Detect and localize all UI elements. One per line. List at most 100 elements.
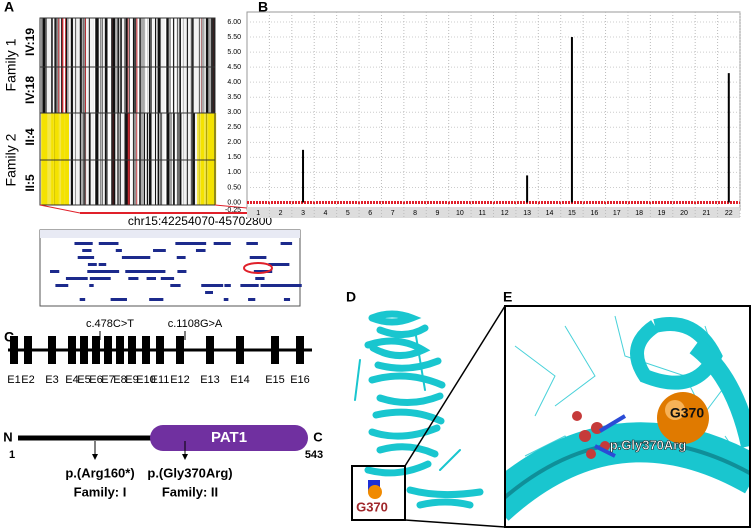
exon-label: E9 <box>125 374 138 386</box>
stripe <box>155 113 157 205</box>
stripe <box>177 18 180 113</box>
stripe <box>97 18 99 113</box>
bar <box>727 73 730 203</box>
exon-label: E6 <box>89 374 102 386</box>
genome-browser <box>39 229 302 307</box>
stripe <box>176 18 179 113</box>
y-tick-label: 0.50 <box>227 184 241 191</box>
stripe <box>166 18 168 113</box>
family-label: Family 2 <box>3 133 19 186</box>
gene-box <box>102 270 120 273</box>
exon <box>206 336 214 364</box>
stripe <box>106 18 109 113</box>
x-tick-label: 14 <box>546 210 554 217</box>
residue-sphere <box>368 485 382 499</box>
x-tick-label: 22 <box>725 210 733 217</box>
exon <box>104 336 112 364</box>
stripe <box>190 18 193 113</box>
exon <box>296 336 304 364</box>
stripe <box>94 113 96 205</box>
stripe <box>106 113 108 205</box>
stripe <box>156 18 157 113</box>
stripe <box>120 113 122 205</box>
protein-variant: p.(Arg160*) <box>65 465 134 480</box>
stripe <box>145 18 148 113</box>
stripe <box>167 18 169 113</box>
stripe <box>107 18 110 113</box>
stripe <box>148 113 152 205</box>
pat1-domain <box>150 425 308 451</box>
stripe <box>202 18 205 113</box>
stripe <box>201 18 204 113</box>
stripe <box>126 18 128 113</box>
stripe <box>170 18 173 113</box>
stripe <box>193 18 194 113</box>
stripe <box>158 18 161 113</box>
gene-box <box>240 284 259 287</box>
x-tick-label: 6 <box>368 210 372 217</box>
x-tick-label: 12 <box>501 210 509 217</box>
y-tick-label: 2.50 <box>227 124 241 131</box>
gene-box <box>280 242 293 245</box>
position-label: 1 <box>9 449 15 461</box>
exon-label: E14 <box>230 374 250 386</box>
y-tick-label: 4.50 <box>227 64 241 71</box>
stripe <box>83 113 85 205</box>
stripe <box>80 113 82 205</box>
bar <box>526 175 529 203</box>
x-tick-label: 16 <box>590 210 598 217</box>
gene-box <box>246 242 258 245</box>
zoom-box <box>504 305 751 528</box>
exon-label: E7 <box>101 374 114 386</box>
stripe <box>211 18 213 113</box>
stripe <box>45 18 47 113</box>
x-tick-label: 1 <box>256 210 260 217</box>
stripe <box>107 113 110 205</box>
mutation-label: p.Gly370Arg <box>610 437 687 452</box>
stripe <box>56 18 58 113</box>
stripe <box>82 113 84 205</box>
stripe <box>207 18 209 113</box>
exon-label: E13 <box>200 374 220 386</box>
stripe <box>109 113 112 205</box>
stripe <box>104 113 107 205</box>
stripe <box>83 18 85 113</box>
stripe <box>205 18 209 113</box>
row-label: IV:18 <box>23 76 37 104</box>
zoom-line <box>404 305 506 467</box>
exon <box>176 336 184 364</box>
stripe <box>170 113 172 205</box>
x-tick-label: 10 <box>456 210 464 217</box>
x-tick-label: 8 <box>413 210 417 217</box>
stripe <box>190 113 193 205</box>
stripe <box>101 113 103 205</box>
domain-label: PAT1 <box>211 429 247 446</box>
stripe <box>117 18 120 113</box>
gene-box <box>111 298 124 301</box>
stripe <box>179 18 181 113</box>
gene-box <box>149 298 164 301</box>
x-tick-label: 5 <box>346 210 350 217</box>
stripe <box>82 18 84 113</box>
stripe <box>104 18 107 113</box>
stripe <box>167 113 170 205</box>
y-tick-label: 0.00 <box>227 199 241 206</box>
stripe <box>187 113 188 205</box>
stripe <box>42 18 44 113</box>
gene-box <box>50 270 60 273</box>
protein-variant: p.(Gly370Arg) <box>147 465 232 480</box>
exon <box>156 336 164 364</box>
gene-box <box>218 284 224 287</box>
row-label: II:5 <box>23 174 37 192</box>
gene-box <box>125 270 146 273</box>
zoom-line <box>39 204 81 214</box>
exon <box>142 336 150 364</box>
stripe <box>124 18 126 113</box>
stripe <box>174 113 177 205</box>
x-tick-label: 11 <box>479 210 486 217</box>
gene-box <box>98 263 107 266</box>
stripe <box>173 18 175 113</box>
exon <box>128 336 136 364</box>
residue-label: G370 <box>670 405 704 421</box>
gene-box <box>276 284 283 287</box>
